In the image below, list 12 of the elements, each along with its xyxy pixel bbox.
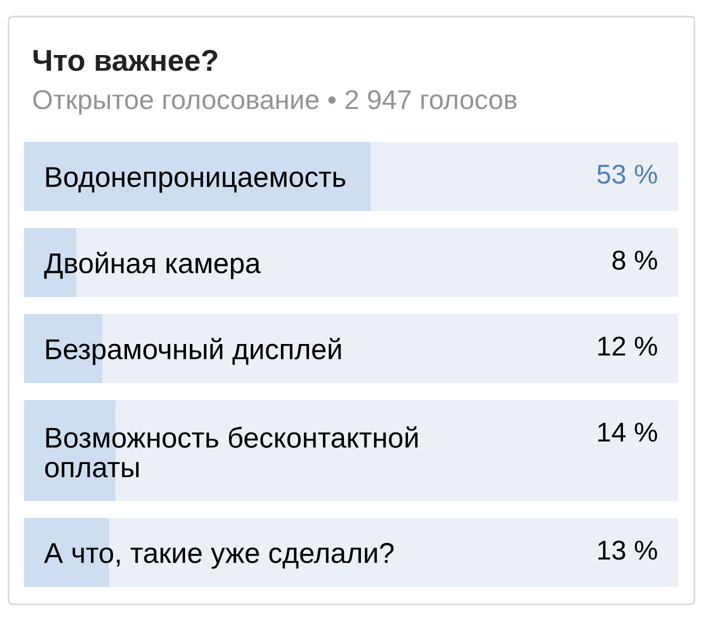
y-tick-label: А что, такие уже сделали? [44,542,394,569]
data-label: 53 % [597,164,658,184]
data-label: 8 % [612,250,658,270]
data-label: 13 % [598,540,658,560]
y-tick-label: Безрамочный дисплей [46,338,341,365]
y-tick-label: Водонепроницаемость [46,167,346,193]
y-tick-label: Возможность бесконтактной оплаты [45,426,418,478]
y-tick-label: Двойная камера [44,252,261,279]
data-label: 12 % [598,336,658,356]
chart-subtitle: Открытое голосование • 2 947 голосов [33,90,517,115]
chart-title: Что важнее? [34,50,218,72]
data-label: 14 % [598,422,658,442]
